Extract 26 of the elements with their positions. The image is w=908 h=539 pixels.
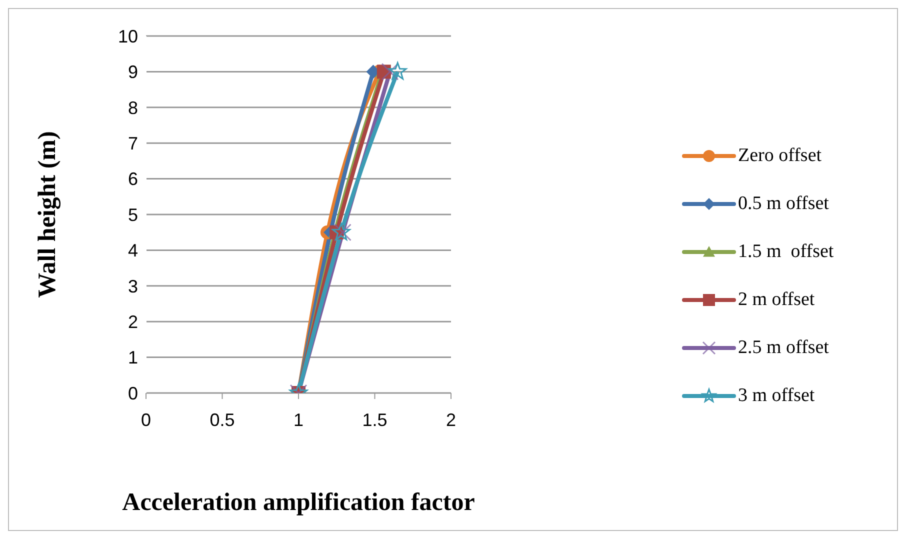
point <box>388 62 407 80</box>
legend-label: 1.5 m offset <box>738 241 834 263</box>
legend-label: 2 m offset <box>738 289 815 311</box>
x-tick-label: 0.5 <box>210 410 235 430</box>
y-tick-label: 1 <box>128 348 138 368</box>
y-tick-label: 7 <box>128 133 138 154</box>
x-tick-label: 0 <box>140 410 152 430</box>
legend-label: Zero offset <box>738 145 822 167</box>
legend-label: 3 m offset <box>738 385 815 407</box>
y-tick-label: 8 <box>128 98 138 118</box>
y-tick-label: 5 <box>128 204 138 225</box>
x-tick-label: 2 <box>446 410 456 430</box>
legend-label: 2.5 m offset <box>738 337 829 359</box>
y-axis-title: Wall height (m) <box>34 131 61 298</box>
x-axis-title: Acceleration amplification factor <box>122 489 475 516</box>
y-tick-label: 0 <box>128 383 138 404</box>
y-tick-label: 4 <box>128 240 138 261</box>
y-tick-label: 3 <box>128 276 138 296</box>
y-tick-label: 9 <box>128 62 138 82</box>
y-tick-label: 6 <box>128 169 138 190</box>
x-tick-label: 1 <box>293 410 304 430</box>
x-tick-label: 1.5 <box>362 410 388 430</box>
y-tick-label: 10 <box>118 26 138 46</box>
legend-label: 0.5 m offset <box>738 193 829 215</box>
y-tick-label: 2 <box>128 312 138 332</box>
point <box>381 62 399 80</box>
